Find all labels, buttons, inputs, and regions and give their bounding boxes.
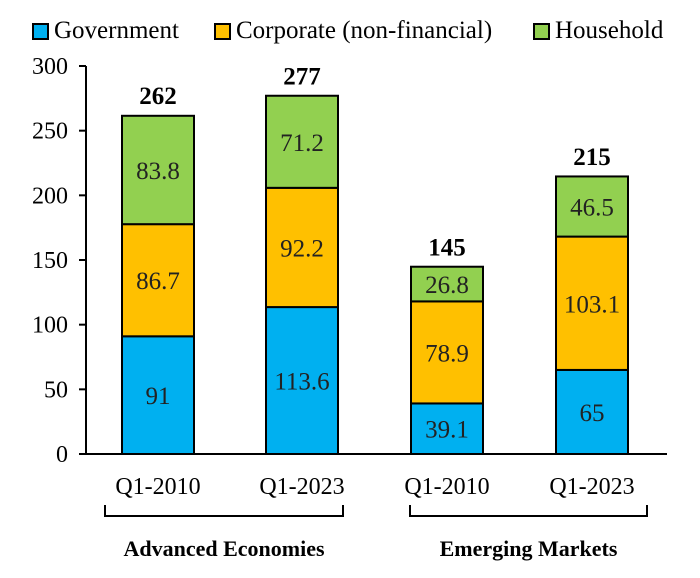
bar-segment-household xyxy=(121,114,195,226)
legend-label-corporate: Corporate (non-financial) xyxy=(236,17,493,44)
bar-segment-corporate xyxy=(121,223,195,338)
total-value-label: 262 xyxy=(139,83,177,110)
group-bracket xyxy=(104,505,344,517)
segment-value-label: 65 xyxy=(580,400,605,427)
bar-segment-government xyxy=(410,402,484,455)
segment-value-label: 71.2 xyxy=(280,130,324,157)
segment-value-label: 83.8 xyxy=(136,158,180,185)
x-tick-label: Q1-2023 xyxy=(259,474,344,500)
legend: Government Corporate (non-financial) Hou… xyxy=(0,14,700,48)
segment-value-label: 92.2 xyxy=(280,235,324,262)
legend-swatch-government xyxy=(32,22,49,40)
segment-value-label: 78.9 xyxy=(425,340,469,367)
axes: 0 50 100 150 200 250 300 xyxy=(32,54,667,468)
x-tick-label: Q1-2010 xyxy=(115,474,200,500)
y-tick-label: 300 xyxy=(32,54,68,80)
y-tick-label: 50 xyxy=(44,377,68,403)
bar-segment-household xyxy=(555,175,629,238)
legend-item-household: Household xyxy=(533,14,663,48)
legend-label-government: Government xyxy=(54,17,179,44)
segment-value-label: 103.1 xyxy=(564,291,620,318)
group-label: Advanced Economies xyxy=(123,536,325,561)
legend-item-government: Government xyxy=(32,14,179,48)
bar-segment-corporate xyxy=(265,186,339,309)
segment-value-label: 26.8 xyxy=(425,272,469,299)
total-value-label: 277 xyxy=(283,64,321,91)
bar-segment-government xyxy=(265,306,339,455)
y-tick-label: 200 xyxy=(32,183,68,209)
bars xyxy=(121,94,629,456)
legend-label-household: Household xyxy=(555,17,664,44)
legend-swatch-corporate xyxy=(214,22,231,40)
segment-value-label: 91 xyxy=(146,383,171,410)
total-value-label: 215 xyxy=(573,144,611,171)
x-tick-label: Q1-2023 xyxy=(549,474,634,500)
y-tick-label: 100 xyxy=(32,313,68,339)
x-tick-label: Q1-2010 xyxy=(404,474,489,500)
segment-value-label: 46.5 xyxy=(570,195,614,222)
total-value-label: 145 xyxy=(428,234,466,261)
bar-segment-corporate xyxy=(555,235,629,371)
category-groups: Advanced Economies Emerging Markets xyxy=(104,505,648,561)
bar-segment-corporate xyxy=(410,300,484,405)
data-labels: 91 86.7 83.8 262 Q1-2010 113.6 92.2 71.2 277 Q1-2… xyxy=(115,64,634,500)
segment-value-label: 113.6 xyxy=(274,369,329,396)
y-tick-label: 150 xyxy=(32,248,68,274)
segment-value-label: 86.7 xyxy=(136,268,180,295)
bar-segment-government xyxy=(555,368,629,455)
group-label: Emerging Markets xyxy=(440,536,618,561)
bar-segment-household xyxy=(265,94,339,189)
legend-item-corporate: Corporate (non-financial) xyxy=(214,14,492,48)
y-tick-label: 0 xyxy=(56,442,68,468)
segment-value-label: 39.1 xyxy=(425,417,469,444)
bar-segment-household xyxy=(410,265,484,303)
legend-swatch-household xyxy=(533,22,550,40)
y-tick-label: 250 xyxy=(32,119,68,145)
group-bracket xyxy=(409,505,648,517)
